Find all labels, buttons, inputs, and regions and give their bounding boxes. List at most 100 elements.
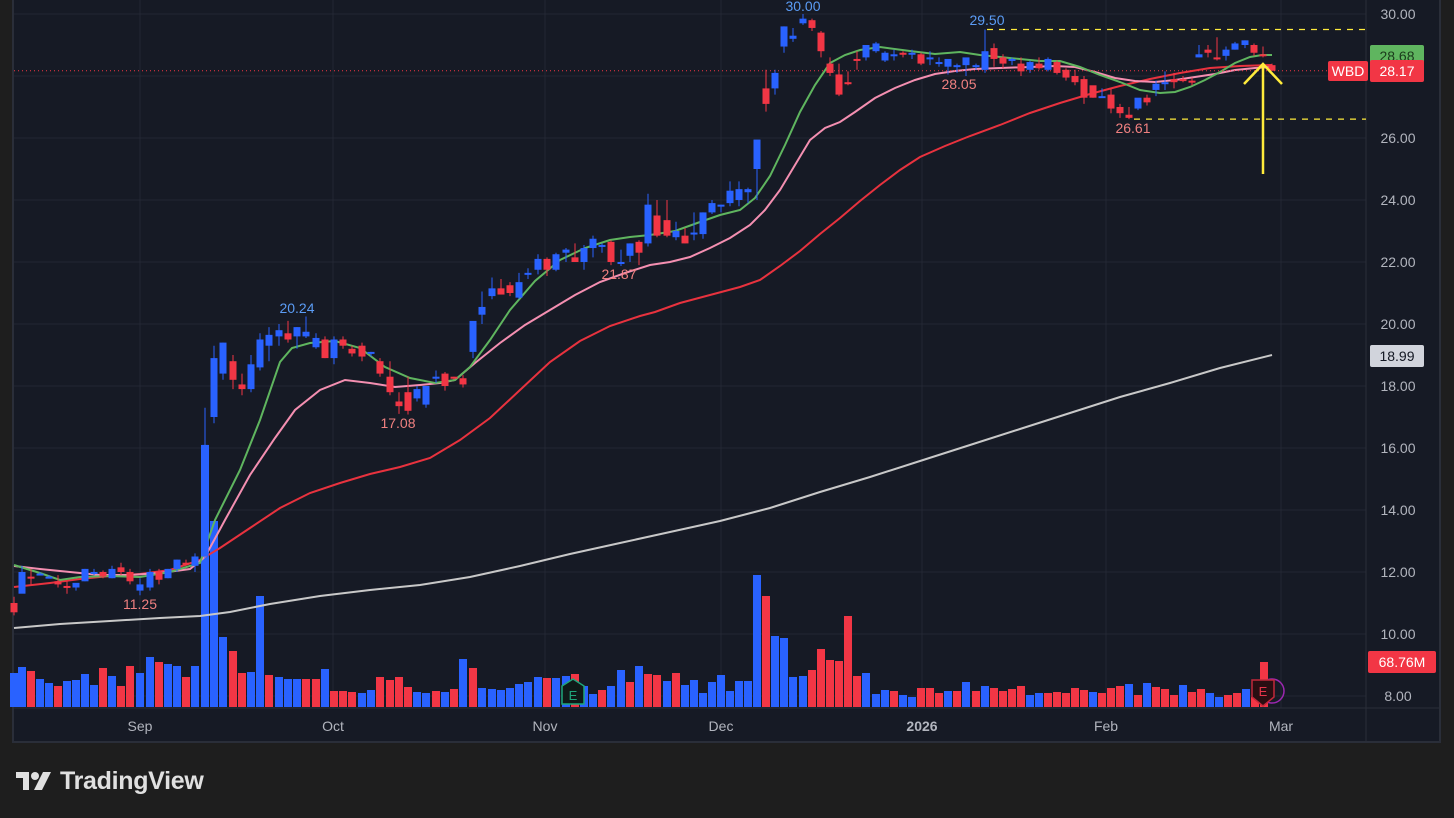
price-chart[interactable]: 20.24 30.00 29.50 11.25 17.08 21.87 28.05 26.61… — [0, 0, 1454, 743]
volume-bar — [890, 691, 898, 707]
candle — [789, 27, 797, 42]
candle — [1134, 97, 1142, 111]
candle — [1213, 37, 1221, 61]
candle — [284, 320, 292, 343]
candle-body — [1053, 62, 1061, 73]
price-annotations: 20.24 30.00 29.50 11.25 17.08 21.87 28.05 26.61… — [123, 0, 1285, 707]
ma-200-price-tag-text: 18.99 — [1379, 348, 1414, 364]
time-axis[interactable]: Sep Oct Nov Dec 2026 Feb Mar — [128, 718, 1294, 734]
candle-body — [469, 320, 477, 352]
candle — [247, 355, 255, 393]
candle-body — [117, 567, 125, 572]
candle — [1170, 72, 1178, 89]
candle-body — [36, 573, 44, 576]
price-tick-label: 12.00 — [1380, 564, 1415, 580]
volume-bar — [432, 691, 440, 707]
candle — [367, 351, 375, 357]
candle — [1035, 57, 1043, 70]
volume-bar — [265, 675, 273, 707]
candle-body — [1179, 79, 1187, 82]
tradingview-logo[interactable]: TradingView — [16, 764, 204, 798]
arrow-head — [1243, 62, 1283, 85]
candle — [1089, 85, 1097, 98]
candle-body — [367, 351, 375, 354]
last-price-tag-text: 28.17 — [1379, 63, 1414, 79]
candle-body — [562, 249, 570, 253]
candle — [256, 333, 264, 371]
low-label: 17.08 — [380, 415, 415, 431]
time-tick-label: Nov — [533, 718, 558, 734]
candle-body — [972, 65, 980, 68]
candle — [1053, 60, 1061, 75]
candle-body — [1259, 54, 1267, 57]
volume-bar — [1089, 692, 1097, 707]
volume-bar — [1053, 692, 1061, 707]
candle — [744, 187, 752, 204]
volume-bar — [1161, 689, 1169, 707]
candle-body — [515, 282, 523, 298]
candle-body — [981, 51, 989, 70]
volume-bar — [644, 674, 652, 707]
candle — [1161, 71, 1169, 90]
candle — [635, 240, 643, 266]
price-axis[interactable]: 30.0028.0026.0024.0022.0020.0018.0016.00… — [1380, 6, 1415, 704]
candle — [990, 43, 998, 67]
candle-body — [1170, 79, 1178, 83]
volume-bar — [358, 693, 366, 707]
volume-bar — [917, 688, 925, 707]
up-arrow-icon[interactable] — [1243, 62, 1283, 174]
earnings-marker-upcoming[interactable]: E — [1251, 679, 1275, 707]
candle — [330, 336, 338, 365]
candle — [432, 370, 440, 383]
candle-body — [580, 248, 588, 262]
last-price-tag-bg — [1370, 60, 1424, 82]
candle — [908, 49, 916, 59]
candle-body — [302, 331, 310, 337]
candle-body — [348, 348, 356, 354]
volume-bar — [598, 690, 606, 707]
volume-bar — [681, 685, 689, 707]
volume-bar — [524, 682, 532, 707]
candle — [1268, 63, 1276, 71]
volume-bar — [899, 695, 907, 707]
candle-body — [136, 584, 144, 591]
volume-histogram — [10, 445, 1268, 707]
volume-bar — [146, 657, 154, 707]
volume-bar — [881, 690, 889, 707]
candle-body — [1107, 94, 1115, 109]
price-tick-label: 16.00 — [1380, 440, 1415, 456]
candle — [981, 29, 989, 73]
candle-body — [18, 572, 26, 594]
candle — [663, 200, 671, 238]
volume-value-tag: 68.76M — [1368, 651, 1436, 673]
time-tick-label: Feb — [1094, 718, 1118, 734]
candle — [672, 221, 680, 241]
volume-bar — [367, 690, 375, 707]
drawing-overlays[interactable] — [14, 28, 1366, 175]
earnings-marker-past[interactable]: E — [561, 678, 585, 705]
tradingview-wordmark: TradingView — [60, 766, 204, 795]
volume-bar — [275, 677, 283, 707]
candle — [63, 581, 71, 594]
volume-bar — [1224, 695, 1232, 707]
volume-bar — [663, 681, 671, 707]
candle-body — [534, 258, 542, 270]
candle — [1125, 107, 1133, 120]
candle-body — [1044, 58, 1052, 70]
candle-body — [672, 231, 680, 238]
candle-body — [358, 345, 366, 357]
candle — [1231, 41, 1239, 50]
candle — [99, 570, 107, 579]
volume-bar — [808, 670, 816, 707]
candle-body — [899, 52, 907, 55]
candle-body — [1204, 49, 1212, 53]
volume-bar — [1206, 693, 1214, 707]
volume-bar — [635, 666, 643, 707]
volume-bar — [926, 688, 934, 707]
candle — [395, 392, 403, 414]
candle — [653, 200, 661, 238]
candle — [265, 327, 273, 362]
candle-body — [1125, 114, 1133, 118]
candle-body — [571, 257, 579, 262]
volume-bar — [953, 691, 961, 707]
